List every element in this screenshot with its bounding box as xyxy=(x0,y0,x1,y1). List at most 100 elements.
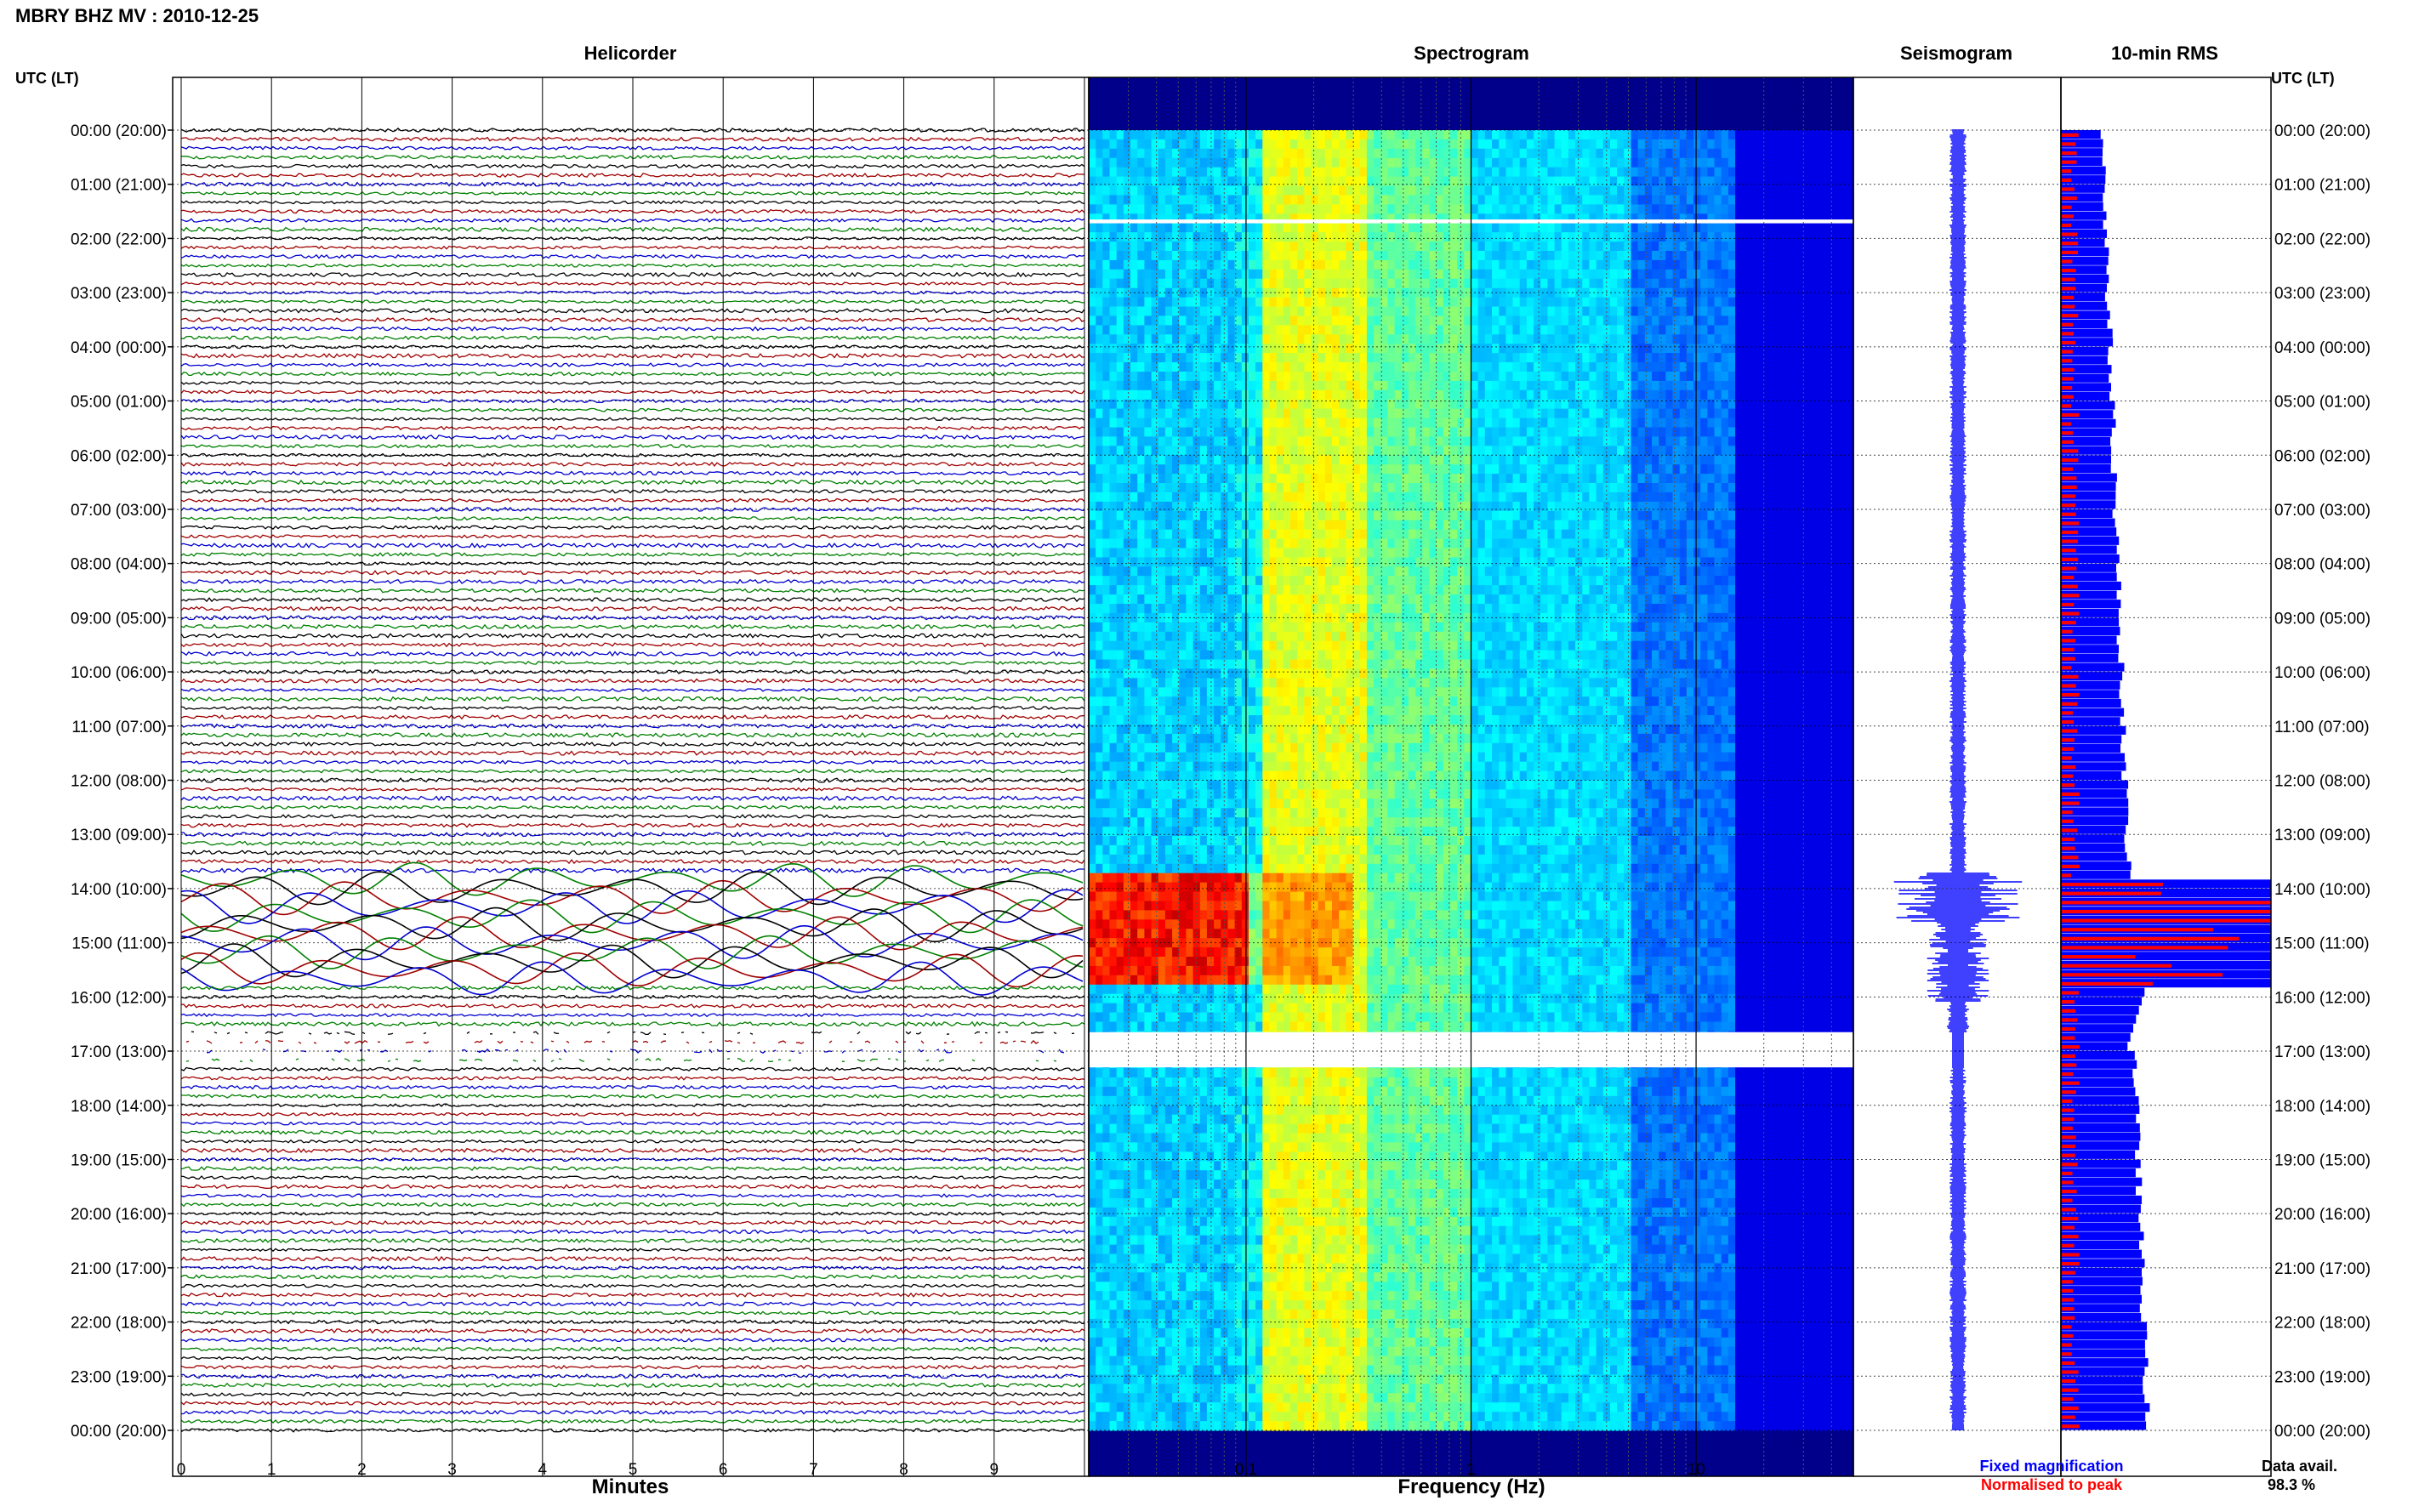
spectrogram-cell xyxy=(1374,315,1381,326)
spectrogram-cell xyxy=(1199,259,1208,270)
spectrogram-cell xyxy=(1290,176,1298,187)
spectrogram-cell xyxy=(1631,251,1639,261)
spectrogram-cell xyxy=(1735,380,1743,391)
spectrogram-cell xyxy=(1477,353,1486,363)
spectrogram-cell xyxy=(1526,455,1534,465)
spectrogram-cell xyxy=(1199,325,1208,335)
spectrogram-cell xyxy=(1450,353,1458,363)
spectrogram-cell xyxy=(1269,334,1278,344)
spectrogram-cell xyxy=(1234,139,1243,150)
spectrogram-cell xyxy=(1846,408,1853,419)
spectrogram-cell xyxy=(1679,474,1688,484)
spectrogram-cell xyxy=(1164,334,1173,344)
spectrogram-cell xyxy=(1234,157,1243,168)
spectrogram-cell xyxy=(1158,353,1166,363)
spectrogram-cell xyxy=(1499,334,1506,344)
spectrogram-cell xyxy=(1762,334,1771,344)
spectrogram-cell xyxy=(1164,408,1173,419)
spectrogram-cell xyxy=(1582,529,1591,540)
spectrogram-cell xyxy=(1450,455,1458,465)
spectrogram-cell xyxy=(1575,501,1583,512)
spectrogram-cell xyxy=(1387,389,1396,401)
spectrogram-cell xyxy=(1297,176,1305,187)
spectrogram-cell xyxy=(1206,195,1215,205)
spectrogram-cell xyxy=(1227,474,1236,484)
spectrogram-cell xyxy=(1499,492,1506,503)
spectrogram-cell xyxy=(1352,195,1361,205)
spectrogram-cell xyxy=(1164,325,1173,335)
spectrogram-cell xyxy=(1832,259,1841,270)
spectrogram-cell xyxy=(1130,130,1138,140)
spectrogram-cell xyxy=(1359,344,1368,354)
spectrogram-cell xyxy=(1707,492,1716,503)
spectrogram-cell xyxy=(1693,148,1701,159)
spectrogram-cell xyxy=(1387,167,1396,178)
spectrogram-cell xyxy=(1290,334,1298,344)
spectrogram-cell xyxy=(1477,464,1486,475)
spectrogram-cell xyxy=(1790,501,1799,512)
spectrogram-cell xyxy=(1241,325,1249,335)
spectrogram-cell xyxy=(1547,130,1556,140)
spectrogram-cell xyxy=(1589,259,1597,270)
spectrogram-cell xyxy=(1415,464,1423,475)
spectrogram-cell xyxy=(1415,251,1423,261)
spectrogram-cell xyxy=(1290,315,1298,326)
spectrogram-cell xyxy=(1374,389,1381,401)
spectrogram-cell xyxy=(1610,399,1618,410)
spectrogram-cell xyxy=(1311,223,1319,233)
spectrogram-cell xyxy=(1394,436,1403,446)
spectrogram-cell xyxy=(1352,455,1361,465)
spectrogram-cell xyxy=(1227,287,1236,298)
spectrogram-cell xyxy=(1241,185,1249,196)
spectrogram-cell xyxy=(1589,464,1597,475)
spectrogram-cell xyxy=(1784,259,1792,270)
spectrogram-cell xyxy=(1304,520,1312,531)
spectrogram-cell xyxy=(1686,399,1694,410)
spectrogram-cell xyxy=(1742,251,1750,261)
spectrogram-cell xyxy=(1610,204,1618,214)
spectrogram-cell xyxy=(1582,389,1591,401)
spectrogram-cell xyxy=(1374,297,1381,308)
spectrogram-cell xyxy=(1700,492,1708,503)
spectrogram-cell xyxy=(1109,399,1118,410)
spectrogram-cell xyxy=(1380,399,1389,410)
spectrogram-cell xyxy=(1554,492,1562,503)
spectrogram-cell xyxy=(1540,389,1548,401)
spectrogram-cell xyxy=(1471,167,1479,178)
spectrogram-cell xyxy=(1096,399,1103,410)
spectrogram-cell xyxy=(1700,380,1708,391)
spectrogram-cell xyxy=(1519,223,1528,233)
spectrogram-cell xyxy=(1450,204,1458,214)
spectrogram-cell xyxy=(1714,223,1722,233)
spectrogram-cell xyxy=(1394,362,1403,372)
spectrogram-cell xyxy=(1332,455,1340,465)
spectrogram-cell xyxy=(1707,213,1716,224)
spectrogram-cell xyxy=(1443,251,1451,261)
spectrogram-cell xyxy=(1422,483,1431,493)
spectrogram-cell xyxy=(1512,242,1521,252)
spectrogram-cell xyxy=(1192,287,1201,298)
spectrogram-cell xyxy=(1255,306,1263,316)
spectrogram-cell xyxy=(1096,344,1103,354)
spectrogram-cell xyxy=(1221,427,1229,437)
spectrogram-cell xyxy=(1721,344,1729,354)
spectrogram-cell xyxy=(1199,139,1208,150)
spectrogram-cell xyxy=(1374,204,1381,214)
spectrogram-cell xyxy=(1324,510,1333,521)
spectrogram-cell xyxy=(1422,259,1431,270)
spectrogram-cell xyxy=(1700,372,1708,382)
spectrogram-cell xyxy=(1819,455,1826,465)
spectrogram-cell xyxy=(1311,325,1319,335)
spectrogram-cell xyxy=(1540,483,1548,493)
spectrogram-cell xyxy=(1324,529,1333,540)
spectrogram-cell xyxy=(1332,287,1340,298)
spectrogram-cell xyxy=(1415,344,1423,354)
spectrogram-cell xyxy=(1534,483,1541,493)
spectrogram-cell xyxy=(1457,436,1465,446)
spectrogram-cell xyxy=(1644,501,1653,512)
spectrogram-cell xyxy=(1311,353,1319,363)
spectrogram-cell xyxy=(1589,418,1597,429)
spectrogram-cell xyxy=(1735,464,1743,475)
spectrogram-cell xyxy=(1123,176,1131,187)
spectrogram-cell xyxy=(1693,427,1701,437)
